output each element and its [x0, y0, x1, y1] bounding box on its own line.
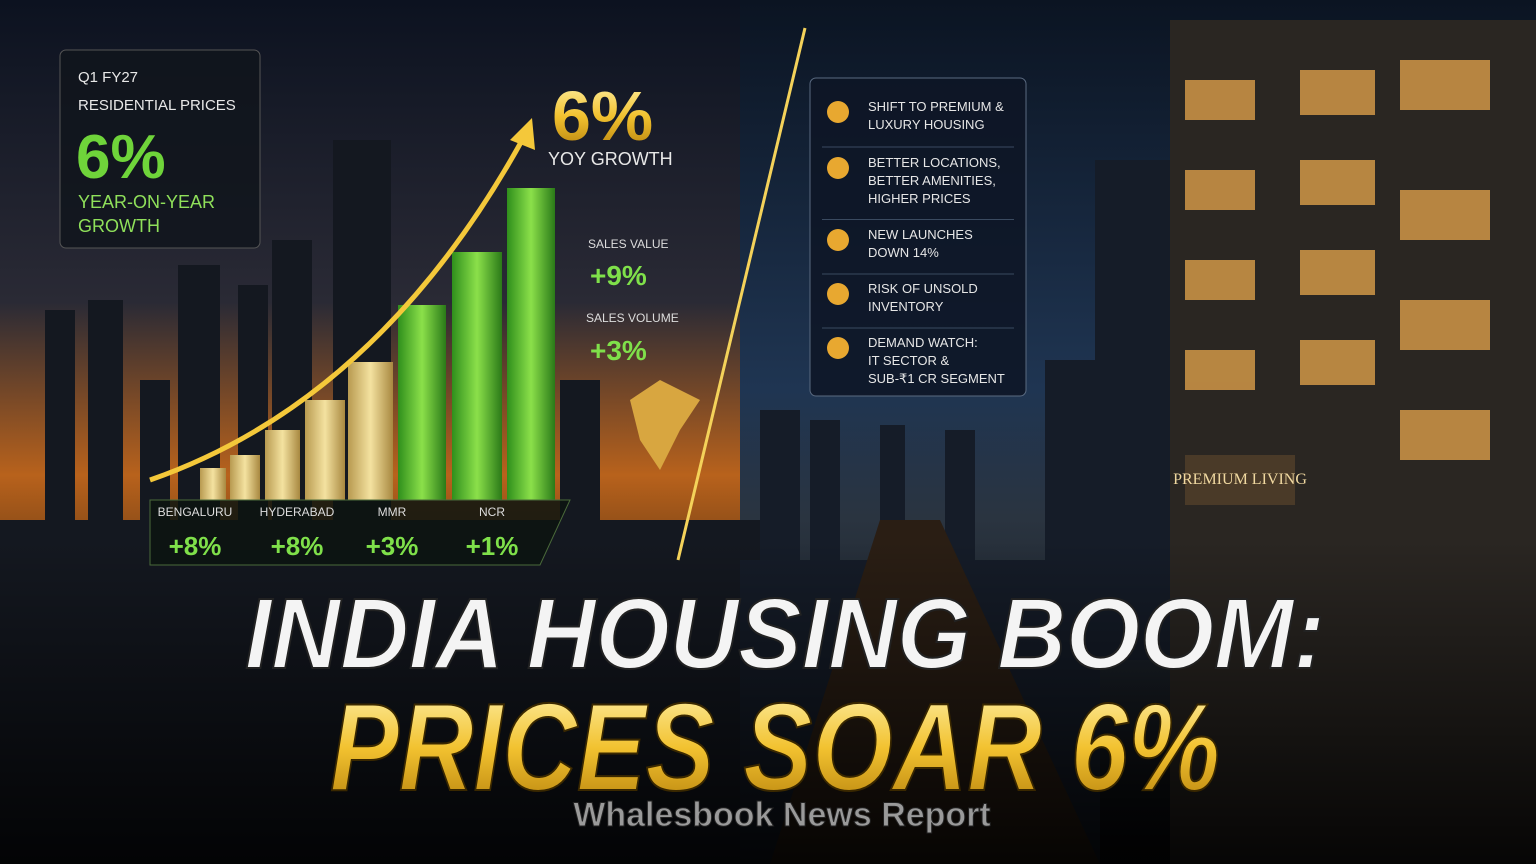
- stat-period: Q1 FY27: [78, 69, 138, 86]
- stat-box: [59, 49, 261, 249]
- title-line: INDIA HOUSING BOOM:: [245, 578, 1325, 690]
- side-stat-value: +9%: [590, 260, 647, 291]
- india-map: [630, 380, 700, 470]
- divider: [676, 27, 807, 561]
- headline-value: 6%: [552, 77, 653, 155]
- highlights: SHIFT TO PREMIUM & LUXURY HOUSING BETTER L…: [822, 99, 1014, 386]
- stat-label: RESIDENTIAL PRICES: [78, 97, 236, 114]
- highlights-panel: [809, 77, 1027, 397]
- highlight-text: NEW LAUNCHES: [868, 227, 973, 242]
- arrow-head: [510, 118, 535, 150]
- growth-arrow: [149, 133, 528, 483]
- city-platform: [149, 499, 571, 566]
- city-labels: BENGALURU +8% HYDERABAD +8% MMR +3% NCR +1%: [158, 505, 519, 561]
- city-change: +3%: [366, 531, 419, 561]
- stat-caption: GROWTH: [78, 216, 160, 236]
- bars: [200, 188, 555, 500]
- city-name: BENGALURU: [158, 505, 233, 519]
- source: Whalesbook News Report: [573, 796, 991, 834]
- city-change: +8%: [271, 531, 324, 561]
- highlight-icon: [827, 157, 849, 179]
- highlight-text: IT SECTOR &: [868, 353, 949, 368]
- highlight-icon: [827, 337, 849, 359]
- highlight-text: RISK OF UNSOLD: [868, 281, 978, 296]
- side-stat-label: SALES VOLUME: [586, 311, 679, 325]
- city-name: MMR: [378, 505, 407, 519]
- highlight-text: HIGHER PRICES: [868, 191, 971, 206]
- highlight-text: BETTER LOCATIONS,: [868, 155, 1001, 170]
- city-change: +1%: [466, 531, 519, 561]
- highlight-text: BETTER AMENITIES,: [868, 173, 996, 188]
- stat-caption: YEAR-ON-YEAR: [78, 192, 215, 212]
- city-change: +8%: [169, 531, 222, 561]
- title-line: PRICES SOAR 6%: [330, 679, 1220, 817]
- side-stat-label: SALES VALUE: [588, 237, 668, 251]
- highlight-text: LUXURY HOUSING: [868, 117, 985, 132]
- building-sign: PREMIUM LIVING: [1173, 471, 1307, 488]
- highlight-icon: [827, 229, 849, 251]
- highlight-icon: [827, 283, 849, 305]
- bottom-fade: [0, 540, 1536, 864]
- side-stat-value: +3%: [590, 335, 647, 366]
- highlight-text: DEMAND WATCH:: [868, 335, 978, 350]
- highlight-text: SHIFT TO PREMIUM &: [868, 99, 1004, 114]
- highlight-text: DOWN 14%: [868, 245, 939, 260]
- highlight-icon: [827, 101, 849, 123]
- highlight-text: SUB-₹1 CR SEGMENT: [868, 371, 1005, 386]
- headline-label: YOY GROWTH: [548, 149, 673, 169]
- stat-value: 6%: [76, 123, 166, 192]
- city-name: HYDERABAD: [260, 505, 335, 519]
- city-name: NCR: [479, 505, 505, 519]
- highlight-text: INVENTORY: [868, 299, 944, 314]
